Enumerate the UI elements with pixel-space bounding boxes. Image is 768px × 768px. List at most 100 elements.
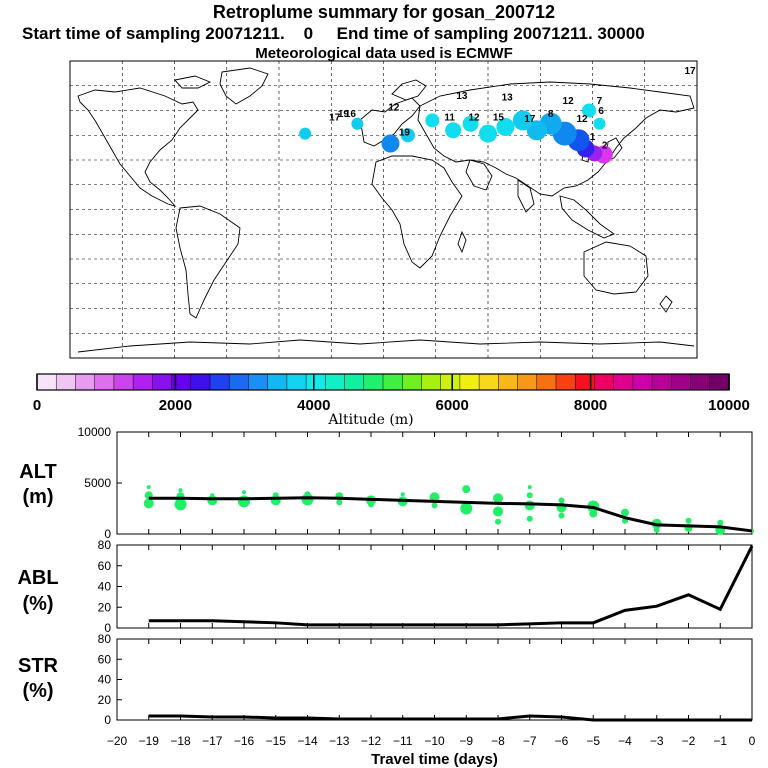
altitude-point	[589, 509, 598, 518]
colorbar-swatch	[536, 373, 557, 391]
x-tick-label: −14	[297, 734, 318, 748]
colorbar-swatch	[478, 373, 500, 391]
particle-marker	[400, 128, 415, 143]
y-tick-label: 60	[98, 652, 112, 666]
altitude-point	[272, 492, 279, 499]
colorbar-swatch	[209, 373, 230, 391]
particle-age-label: 17	[684, 66, 696, 77]
x-tick-label: −4	[618, 734, 632, 748]
panel-label: STR	[18, 655, 59, 677]
colorbar-swatch	[555, 373, 576, 391]
colorbar-swatch	[671, 373, 692, 391]
altitude-point	[526, 515, 533, 522]
particle-marker	[445, 122, 462, 139]
colorbar-swatch	[498, 373, 519, 391]
y-tick-label: 5000	[84, 476, 111, 490]
x-tick-label: −12	[361, 734, 382, 748]
colorbar-swatch	[709, 373, 730, 391]
particle-marker	[425, 113, 440, 128]
colorbar-swatch	[651, 373, 673, 391]
altitude-point	[717, 519, 724, 526]
particle-age-label: 13	[502, 93, 514, 104]
colorbar-tick-label: 4000	[297, 397, 330, 414]
y-tick-label: 60	[98, 559, 112, 573]
colorbar-swatch	[574, 373, 596, 391]
particle-marker	[496, 118, 515, 136]
colorbar-tick-label: 6000	[436, 397, 469, 414]
panel-unit: (%)	[22, 593, 53, 615]
altitude-point	[238, 495, 250, 508]
colorbar-swatch	[113, 373, 134, 391]
chart-title: Retroplume summary for gosan_200712	[212, 2, 556, 22]
colorbar-swatch	[228, 373, 250, 391]
colorbar-swatch	[190, 373, 211, 391]
altitude-point	[495, 518, 501, 525]
x-tick-label: −2	[682, 734, 696, 748]
colorbar-swatch	[440, 373, 461, 391]
particle-age-label: 13	[456, 91, 468, 102]
y-tick-label: 40	[98, 580, 112, 594]
particle-age-label: 2	[602, 140, 608, 151]
fraction-line	[148, 714, 752, 722]
colorbar-swatch	[421, 373, 442, 391]
y-tick-label: 0	[104, 621, 111, 635]
colorbar-tick-label: 8000	[574, 397, 607, 414]
colorbar-swatch	[594, 373, 615, 391]
particle-age-label: 7	[597, 96, 603, 107]
altitude-point	[431, 502, 438, 509]
particle-marker	[462, 115, 479, 132]
colorbar-swatch	[517, 373, 538, 391]
panel-str: STR (%) 0 20 40 60 80	[18, 632, 753, 727]
colorbar-swatch	[401, 373, 423, 391]
altitude-point	[400, 492, 405, 497]
colorbar-tick-label: 0	[33, 397, 41, 414]
colorbar-swatch	[632, 373, 653, 391]
colorbar-swatch	[344, 373, 365, 391]
x-tick-label: −10	[424, 734, 445, 748]
y-tick-label: 40	[98, 673, 112, 687]
colorbar-swatch	[152, 373, 173, 391]
panel-alt: ALT (m) 0 5000 10000	[19, 425, 754, 541]
x-tick-label: −17	[202, 734, 223, 748]
panel-label: ABL	[17, 567, 58, 589]
particle-marker	[593, 117, 606, 130]
panel-frame	[116, 431, 753, 535]
colorbar-swatch	[363, 373, 384, 391]
particle-age-label: 12	[576, 114, 588, 125]
particle-marker	[526, 120, 547, 141]
panel-unit: (m)	[22, 486, 53, 508]
altitude-point	[493, 506, 503, 517]
x-tick-label: −19	[139, 734, 160, 748]
x-tick-label: −9	[459, 734, 473, 748]
y-tick-label: 0	[104, 527, 111, 541]
x-tick-label: −13	[329, 734, 350, 748]
x-tick-label: −15	[266, 734, 287, 748]
x-tick-label: −16	[234, 734, 255, 748]
y-tick-label: 80	[98, 632, 112, 646]
x-tick-label: −11	[393, 734, 413, 748]
particle-age-label: 12	[469, 112, 481, 123]
altitude-point	[174, 498, 187, 511]
colorbar-swatch	[75, 373, 96, 391]
colorbar-tick-label: 10000	[708, 397, 750, 414]
x-tick-label: −7	[523, 734, 537, 748]
x-tick-label: −5	[586, 734, 600, 748]
colorbar-swatch	[286, 373, 307, 391]
particle-age-label: 8	[548, 109, 554, 120]
altitude-point	[462, 485, 471, 494]
x-axis-title: Travel time (days)	[371, 751, 498, 768]
altitude-point	[210, 493, 215, 498]
particle-age-label: 19	[399, 127, 411, 138]
altitude-point	[368, 501, 374, 508]
panel-label: ALT	[19, 461, 56, 483]
sampling-time-line: Start time of sampling 20071211. 0 End t…	[22, 24, 645, 43]
colorbar-swatch	[36, 373, 57, 391]
particle-clusters	[299, 103, 613, 164]
colorbar-swatch	[171, 373, 192, 391]
x-tick-label: −1	[713, 734, 727, 748]
altitude-point	[685, 517, 692, 524]
altitude-point	[146, 485, 151, 490]
